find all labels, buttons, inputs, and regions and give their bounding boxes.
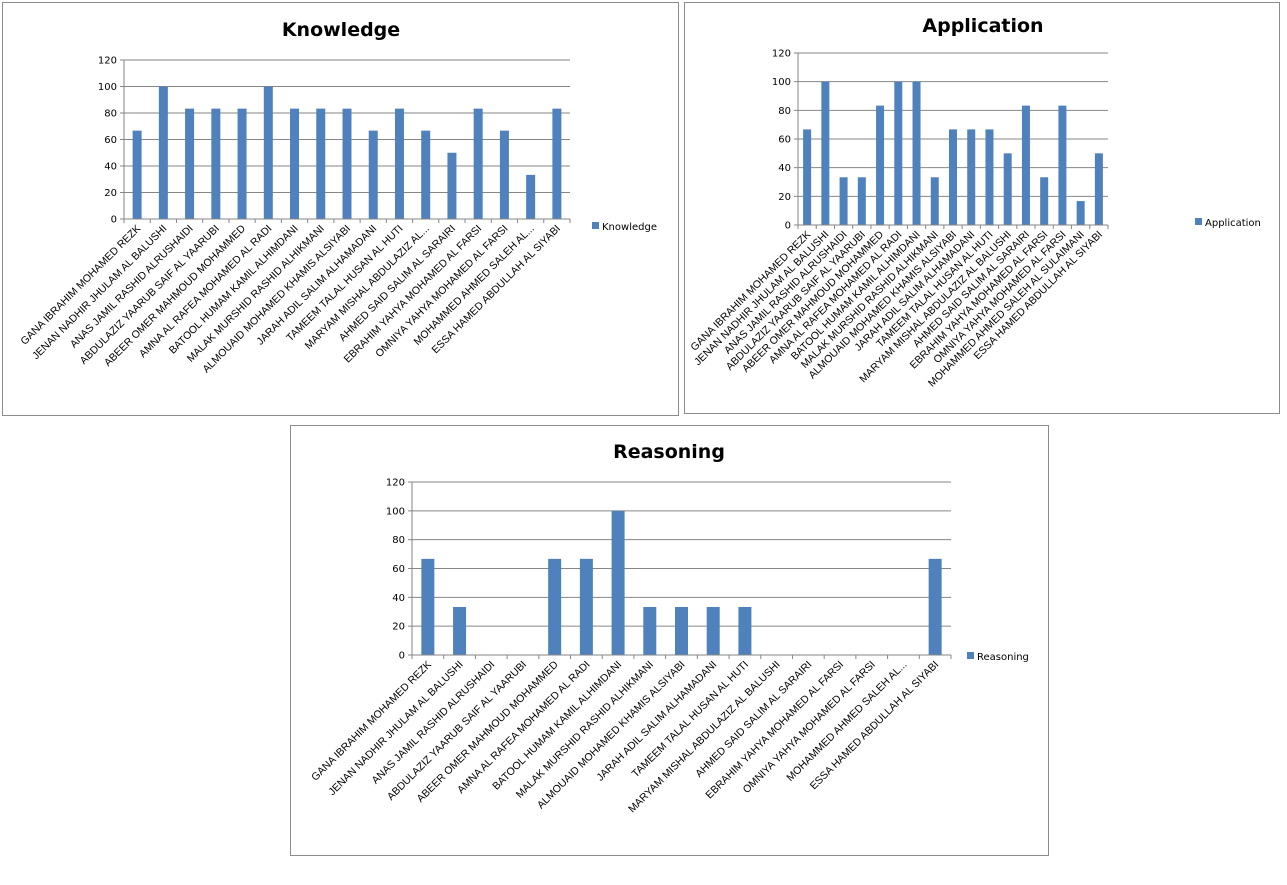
bar xyxy=(158,86,168,219)
bar xyxy=(967,129,976,225)
bar xyxy=(821,81,830,226)
chart-title: Knowledge xyxy=(282,19,400,41)
bar xyxy=(499,130,509,219)
reasoning-chart-panel: Reasoning 0 20 40 60 80 100 120 GANA IBRAHIM MO… xyxy=(290,425,1049,856)
y-tick-label: 40 xyxy=(392,593,405,604)
application-chart-panel: Application 0 20 40 60 80 100 120 GANA IBRAHIM … xyxy=(684,2,1280,414)
y-tick-label: 40 xyxy=(104,162,117,173)
bar xyxy=(949,129,957,225)
legend-label: Knowledge xyxy=(602,222,657,233)
bar xyxy=(912,81,921,226)
legend: Reasoning xyxy=(967,652,1029,663)
bar xyxy=(928,558,942,655)
bar xyxy=(1040,177,1049,225)
x-tick-label: TAMEEM TALAL HUSAN AL HUTI xyxy=(630,659,751,780)
bar xyxy=(548,558,562,655)
bar xyxy=(894,81,903,226)
bar xyxy=(237,108,247,219)
bar xyxy=(453,606,467,655)
bar xyxy=(552,108,562,219)
bar xyxy=(611,510,625,655)
y-tick-label: 20 xyxy=(778,192,791,203)
bar xyxy=(185,108,195,219)
bar xyxy=(675,606,688,655)
bar xyxy=(421,130,431,219)
bar xyxy=(526,174,536,219)
y-tick-label: 100 xyxy=(386,506,405,517)
bar xyxy=(342,108,352,219)
bar xyxy=(1058,105,1067,225)
bar xyxy=(930,177,939,225)
y-tick-label: 100 xyxy=(98,82,117,93)
bar xyxy=(839,177,848,225)
legend-label: Application xyxy=(1205,218,1261,229)
legend: Application xyxy=(1195,218,1261,229)
bar xyxy=(447,152,457,219)
legend-swatch xyxy=(967,652,974,659)
bar xyxy=(803,129,812,225)
y-tick-label: 80 xyxy=(104,109,117,120)
bar xyxy=(1094,153,1103,225)
bar xyxy=(579,558,593,655)
chart-title: Reasoning xyxy=(613,441,725,463)
chart-title: Application xyxy=(922,15,1043,37)
bar xyxy=(394,108,404,219)
y-tick-label: 40 xyxy=(778,163,791,174)
y-tick-label: 100 xyxy=(772,77,791,88)
bar xyxy=(985,129,994,225)
y-tick-label: 0 xyxy=(111,215,117,226)
y-tick-label: 60 xyxy=(778,135,791,146)
y-tick-label: 60 xyxy=(392,564,405,575)
y-tick-label: 120 xyxy=(772,49,791,60)
legend: Knowledge xyxy=(592,222,657,233)
y-tick-label: 120 xyxy=(386,478,405,489)
bar xyxy=(738,606,752,655)
legend-label: Reasoning xyxy=(977,652,1029,663)
y-tick-label: 80 xyxy=(392,535,405,546)
bar xyxy=(706,606,720,655)
bar xyxy=(1021,105,1030,225)
legend-swatch xyxy=(1195,218,1202,225)
y-tick-label: 0 xyxy=(785,221,791,232)
x-tick-label: AHMED SAID SALIM AL SARAIRI xyxy=(693,659,814,780)
bar xyxy=(263,86,273,219)
x-tick-label: ALMOUAID MOHAMED KHAMIS ALSIYABI xyxy=(535,659,688,812)
y-tick-label: 60 xyxy=(104,135,117,146)
y-tick-label: 120 xyxy=(98,56,117,67)
bar xyxy=(421,558,435,655)
bar xyxy=(643,606,657,655)
bar xyxy=(1076,201,1085,225)
y-tick-label: 80 xyxy=(778,106,791,117)
bar xyxy=(857,177,866,225)
bar xyxy=(876,105,885,225)
knowledge-chart-panel: Knowledge 0 20 40 60 80 100 120 GANA IBRAHIM MO… xyxy=(2,2,679,416)
y-tick-label: 20 xyxy=(104,188,117,199)
y-tick-label: 0 xyxy=(399,651,405,662)
legend-swatch xyxy=(592,222,599,229)
bar xyxy=(1003,153,1012,225)
bar xyxy=(132,130,142,219)
y-tick-label: 20 xyxy=(392,622,405,633)
bar xyxy=(211,108,221,219)
bar xyxy=(368,130,378,219)
bar xyxy=(316,108,326,219)
bar xyxy=(290,108,300,219)
bar xyxy=(473,108,483,219)
